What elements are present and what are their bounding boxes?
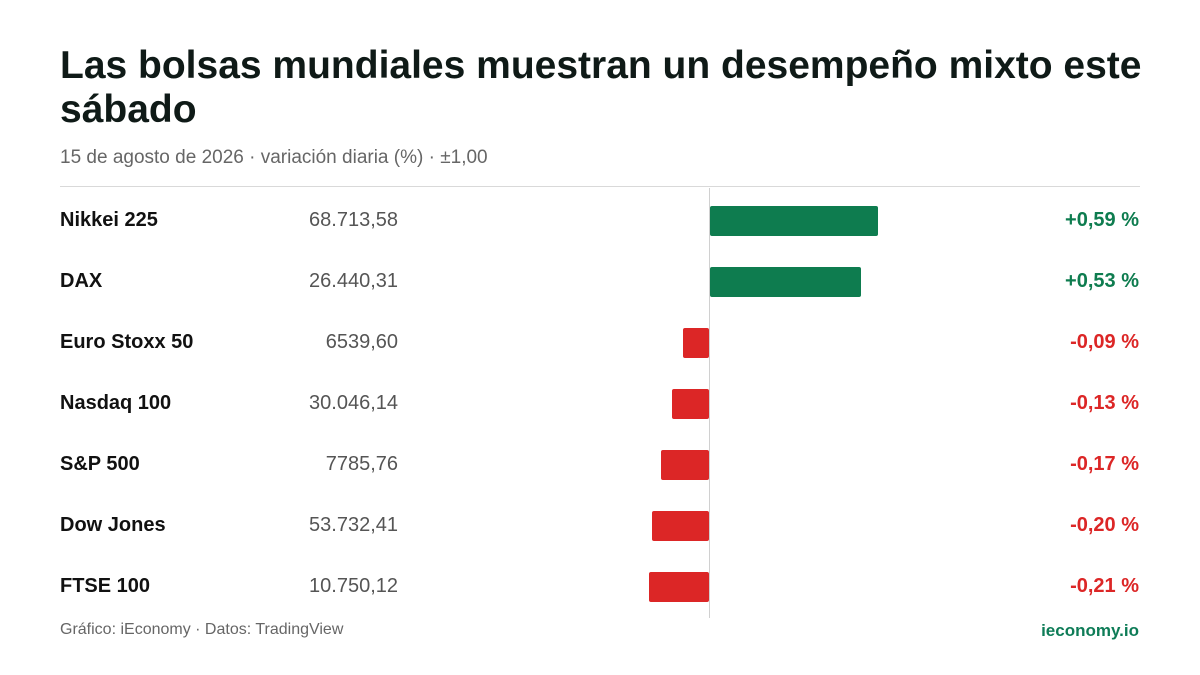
chart-row: S&P 500 7785,76 -0,17 %: [0, 434, 1200, 495]
index-level-label: 68.713,58: [309, 209, 398, 231]
chart-title: Las bolsas mundiales muestran un desempe…: [60, 44, 1142, 131]
chart-subtitle: 15 de agosto de 2026 · variación diaria …: [60, 147, 488, 168]
index-level-label: 6539,60: [325, 331, 398, 353]
chart-row: Euro Stoxx 50 6539,60 -0,09 %: [0, 312, 1200, 373]
index-level-label: 53.732,41: [309, 514, 398, 536]
index-name-label: Nasdaq 100: [60, 392, 172, 414]
index-level-label: 10.750,12: [309, 575, 398, 597]
index-name-label: Euro Stoxx 50: [60, 331, 194, 353]
index-name-label: Nikkei 225: [60, 209, 158, 231]
header-divider: [60, 186, 1140, 187]
chart-row: Nikkei 225 68.713,58 +0,59 %: [0, 190, 1200, 251]
source-credit: Gráfico: iEconomy · Datos: TradingView: [60, 621, 344, 638]
index-level-label: 7785,76: [325, 453, 398, 475]
index-level-label: 30.046,14: [309, 392, 398, 414]
chart-row: DAX 26.440,31 +0,53 %: [0, 251, 1200, 312]
brand-link[interactable]: ieconomy.io: [1041, 621, 1139, 640]
change-bar: [660, 450, 709, 480]
index-name-label: S&P 500: [60, 453, 140, 475]
change-percent-label: -0,17 %: [1070, 453, 1139, 475]
index-name-label: Dow Jones: [60, 514, 166, 536]
change-bar: [652, 511, 709, 541]
chart-row: FTSE 100 10.750,12 -0,21 %: [0, 556, 1200, 617]
change-bar: [710, 267, 862, 297]
change-percent-label: +0,59 %: [1065, 209, 1139, 231]
index-name-label: FTSE 100: [60, 575, 151, 597]
zero-axis-line: [709, 188, 710, 618]
change-bar: [671, 389, 709, 419]
change-percent-label: +0,53 %: [1065, 270, 1139, 292]
change-bar: [683, 328, 709, 358]
change-percent-label: -0,20 %: [1070, 514, 1139, 536]
change-percent-label: -0,21 %: [1070, 575, 1139, 597]
index-level-label: 26.440,31: [309, 270, 398, 292]
change-percent-label: -0,09 %: [1070, 331, 1139, 353]
change-bar: [710, 206, 879, 236]
chart-row: Dow Jones 53.732,41 -0,20 %: [0, 495, 1200, 556]
index-name-label: DAX: [60, 270, 103, 292]
chart-row: Nasdaq 100 30.046,14 -0,13 %: [0, 373, 1200, 434]
change-percent-label: -0,13 %: [1070, 392, 1139, 414]
change-bar: [649, 572, 709, 602]
